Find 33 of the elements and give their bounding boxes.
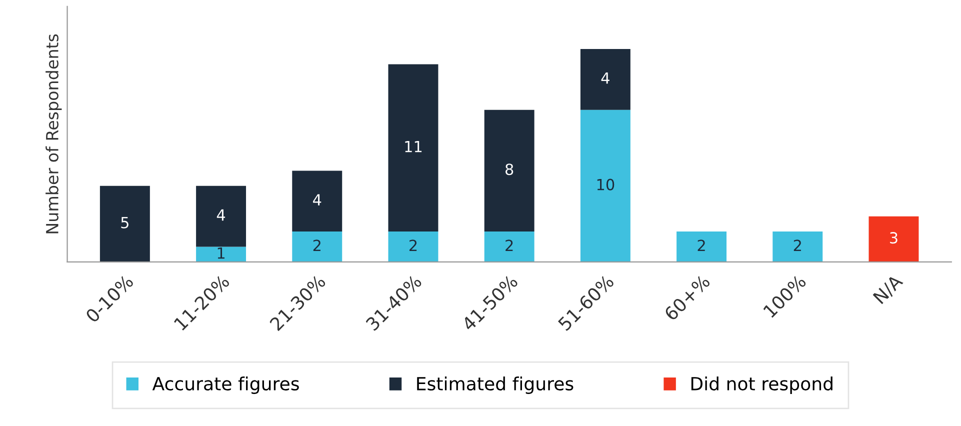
bar — [388, 232, 438, 262]
bar — [676, 232, 727, 262]
data-label: 10 — [597, 178, 614, 190]
data-label: 3 — [890, 232, 898, 244]
data-label: 5 — [121, 217, 128, 228]
bar — [292, 170, 342, 232]
bar — [388, 64, 438, 232]
x-tick-label: N/A — [872, 274, 905, 306]
data-label: 1 — [218, 247, 224, 259]
legend-label: Accurate figures — [152, 376, 299, 394]
bar — [580, 48, 630, 110]
y-axis-title: Number of Respondents — [46, 34, 62, 234]
bar — [292, 232, 342, 262]
data-label: 8 — [506, 164, 514, 176]
data-label: 4 — [216, 209, 226, 221]
bar — [196, 246, 246, 262]
bar — [484, 110, 534, 232]
data-label: 2 — [409, 240, 417, 251]
bar — [580, 110, 630, 262]
bar — [100, 186, 150, 262]
legend-label: Estimated figures — [417, 376, 574, 394]
data-label: 4 — [313, 194, 322, 206]
bar — [484, 232, 534, 262]
legend-label: Did not respond — [691, 376, 832, 394]
bar — [868, 216, 919, 262]
data-label: 2 — [313, 240, 320, 251]
data-label: 4 — [601, 72, 610, 84]
data-label: 11 — [405, 140, 422, 152]
data-label: 2 — [794, 240, 801, 251]
data-label: 2 — [698, 240, 705, 251]
bar — [772, 232, 823, 262]
data-label: 2 — [506, 240, 513, 251]
bar — [196, 186, 246, 247]
